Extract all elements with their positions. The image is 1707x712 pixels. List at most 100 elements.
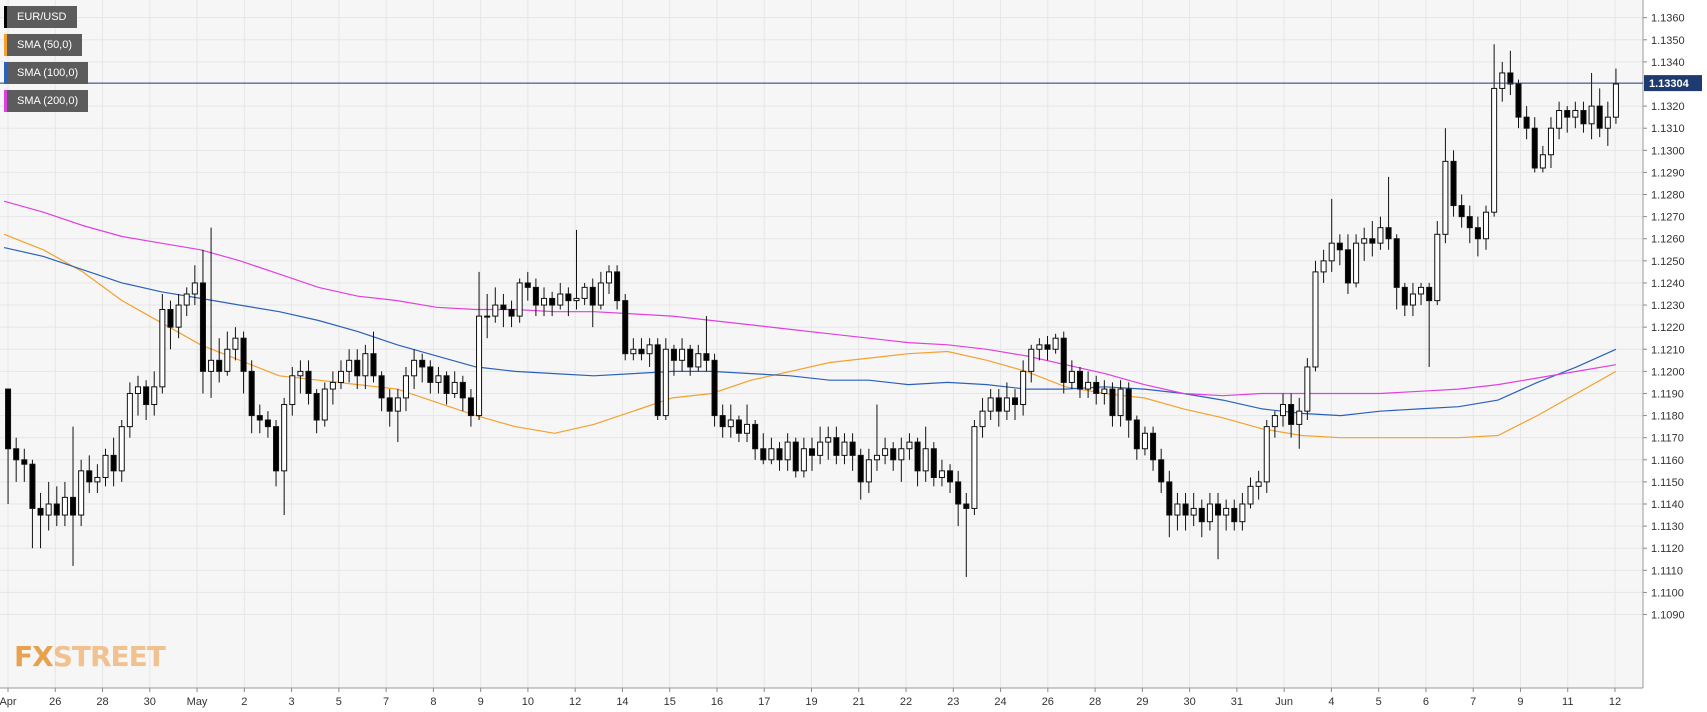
candle-body-down — [1133, 419, 1140, 450]
candle-body-down — [386, 397, 393, 412]
plot-area — [0, 0, 1643, 688]
candle — [605, 265, 613, 294]
candle — [947, 464, 954, 493]
y-tick-label: 1.1240 — [1651, 278, 1685, 290]
candle-body-down — [13, 448, 20, 461]
candle-body-up — [1174, 503, 1181, 516]
x-tick-label: 4 — [1328, 696, 1334, 708]
candle-body-down — [256, 415, 263, 421]
candle-body-down — [1198, 507, 1205, 523]
candle — [216, 338, 223, 383]
candle — [622, 294, 629, 361]
candle-body-down — [1182, 503, 1189, 516]
candle-body-up — [402, 375, 409, 399]
candle — [362, 344, 369, 390]
candle — [1361, 227, 1368, 261]
legend-item-sma-100[interactable]: SMA (100,0) — [4, 62, 89, 84]
candle — [1085, 371, 1092, 398]
candle-body-up — [987, 397, 994, 412]
candle — [151, 371, 158, 416]
candle-body-up — [297, 370, 304, 377]
candle-body-up — [191, 282, 198, 295]
candle-body-down — [313, 392, 320, 421]
candle — [500, 294, 507, 328]
candle — [1158, 448, 1165, 493]
candle — [581, 282, 588, 306]
candle — [86, 455, 93, 493]
candle — [21, 448, 28, 482]
x-tick-label: 31 — [1231, 696, 1243, 708]
candle-body-up — [1556, 110, 1563, 129]
candle-body-up — [597, 282, 604, 306]
candle-body-down — [914, 441, 921, 472]
candle-body-down — [70, 496, 77, 516]
candle-body-down — [110, 454, 117, 472]
candle — [248, 360, 255, 434]
candle — [321, 382, 328, 427]
candle — [1020, 360, 1027, 416]
candle-body-up — [118, 426, 125, 472]
candle — [1474, 216, 1481, 257]
candle-body-down — [719, 415, 726, 428]
candle-body-down — [508, 308, 515, 317]
candle-body-down — [1474, 227, 1481, 240]
x-tick-label: 26 — [1042, 696, 1054, 708]
candle-body-up — [1068, 370, 1075, 383]
candle — [630, 338, 637, 361]
candle — [329, 371, 336, 405]
candle — [971, 420, 978, 516]
y-tick-label: 1.1300 — [1651, 145, 1685, 157]
legend-label: SMA (100,0) — [17, 67, 79, 79]
x-tick-label: 16 — [711, 696, 723, 708]
candle — [264, 411, 271, 438]
candle — [589, 278, 596, 328]
candle — [1580, 101, 1587, 133]
candle — [240, 331, 247, 394]
candle-body-down — [354, 359, 361, 377]
y-tick-label: 1.1340 — [1651, 57, 1685, 69]
x-tick-label: 14 — [616, 696, 628, 708]
candle — [256, 404, 263, 434]
candle-body-down — [1523, 116, 1530, 129]
x-tick-label: 9 — [1517, 696, 1523, 708]
candle — [443, 371, 450, 405]
y-tick-label: 1.1150 — [1651, 477, 1684, 489]
candle-body-down — [752, 423, 759, 450]
candle-body-up — [1271, 415, 1278, 428]
x-tick-label: 3 — [289, 696, 295, 708]
candle — [1499, 61, 1506, 102]
y-tick-label: 1.1350 — [1651, 35, 1685, 47]
candle-body-down — [1385, 227, 1392, 240]
candle — [906, 433, 913, 460]
candle — [1572, 101, 1579, 129]
candle — [159, 294, 166, 394]
candle-body-down — [849, 441, 856, 456]
candle-body-up — [938, 470, 945, 478]
y-tick-label: 1.1250 — [1651, 256, 1685, 268]
candle-body-up — [1547, 127, 1554, 156]
candle-body-up — [784, 441, 791, 461]
current-price-box — [1644, 75, 1702, 92]
candle — [1547, 117, 1554, 168]
legend-item-sma-200[interactable]: SMA (200,0) — [4, 90, 89, 112]
candle — [1133, 415, 1140, 460]
candle — [1450, 150, 1457, 217]
candle-body-up — [183, 293, 190, 306]
candle-body-down — [670, 348, 677, 361]
candle-body-down — [459, 381, 466, 399]
y-tick-label: 1.1170 — [1651, 433, 1684, 445]
candle — [841, 433, 848, 465]
candle — [549, 291, 556, 317]
candle — [1093, 375, 1100, 405]
candle-body-up — [1612, 83, 1619, 118]
legend-item-eurusd[interactable]: EUR/USD — [4, 6, 77, 28]
candle-body-up — [1279, 404, 1287, 417]
x-tick-label: 2 — [241, 696, 247, 708]
candle-body-up — [557, 293, 564, 306]
candle — [922, 426, 929, 482]
y-tick-label: 1.1120 — [1651, 543, 1684, 555]
legend-item-sma-50[interactable]: SMA (50,0) — [4, 34, 83, 56]
candle-body-down — [21, 459, 28, 465]
candle-body-down — [500, 304, 507, 310]
